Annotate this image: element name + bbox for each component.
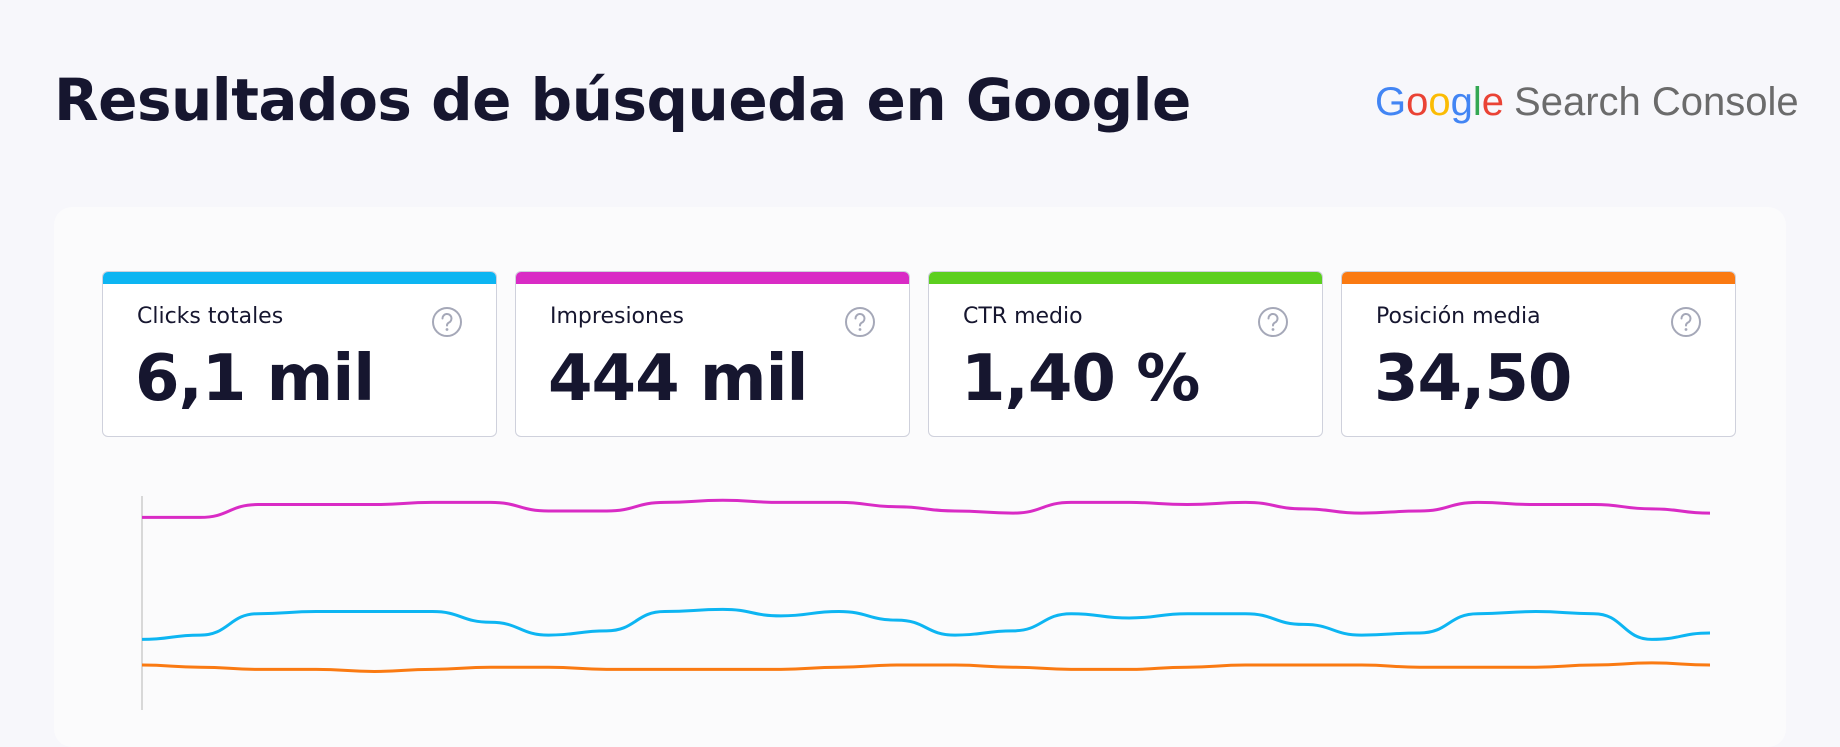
logo-brand: Google bbox=[1375, 80, 1505, 124]
card-value: 34,50 bbox=[1374, 342, 1572, 416]
card-color-bar bbox=[516, 272, 909, 284]
metric-card: Clicks totales 6,1 mil bbox=[102, 271, 497, 437]
card-value: 444 mil bbox=[548, 342, 808, 416]
page-title: Resultados de búsqueda en Google bbox=[54, 66, 1191, 134]
card-value: 1,40 % bbox=[961, 342, 1200, 416]
help-icon[interactable] bbox=[431, 306, 463, 338]
help-icon[interactable] bbox=[844, 306, 876, 338]
card-color-bar bbox=[103, 272, 496, 284]
series-line bbox=[142, 498, 1711, 519]
card-color-bar bbox=[1342, 272, 1735, 284]
card-label: CTR medio bbox=[963, 304, 1083, 329]
series-line bbox=[141, 607, 1711, 641]
metric-card: Posición media 34,50 bbox=[1341, 271, 1736, 437]
help-icon[interactable] bbox=[1257, 306, 1289, 338]
card-label: Posición media bbox=[1376, 304, 1541, 329]
metric-card: CTR medio 1,40 % bbox=[928, 271, 1323, 437]
logo-product: Search Console bbox=[1514, 80, 1799, 124]
logo: Google Search Console bbox=[1375, 80, 1799, 125]
page: Resultados de búsqueda en Google Google S… bbox=[54, 66, 1799, 710]
series-line bbox=[141, 661, 1711, 673]
metric-card: Impresiones 444 mil bbox=[515, 271, 910, 437]
card-value: 6,1 mil bbox=[135, 342, 375, 416]
help-icon[interactable] bbox=[1670, 306, 1702, 338]
card-label: Impresiones bbox=[550, 304, 684, 329]
card-color-bar bbox=[929, 272, 1322, 284]
card-label: Clicks totales bbox=[137, 304, 284, 329]
chart bbox=[141, 496, 1711, 710]
